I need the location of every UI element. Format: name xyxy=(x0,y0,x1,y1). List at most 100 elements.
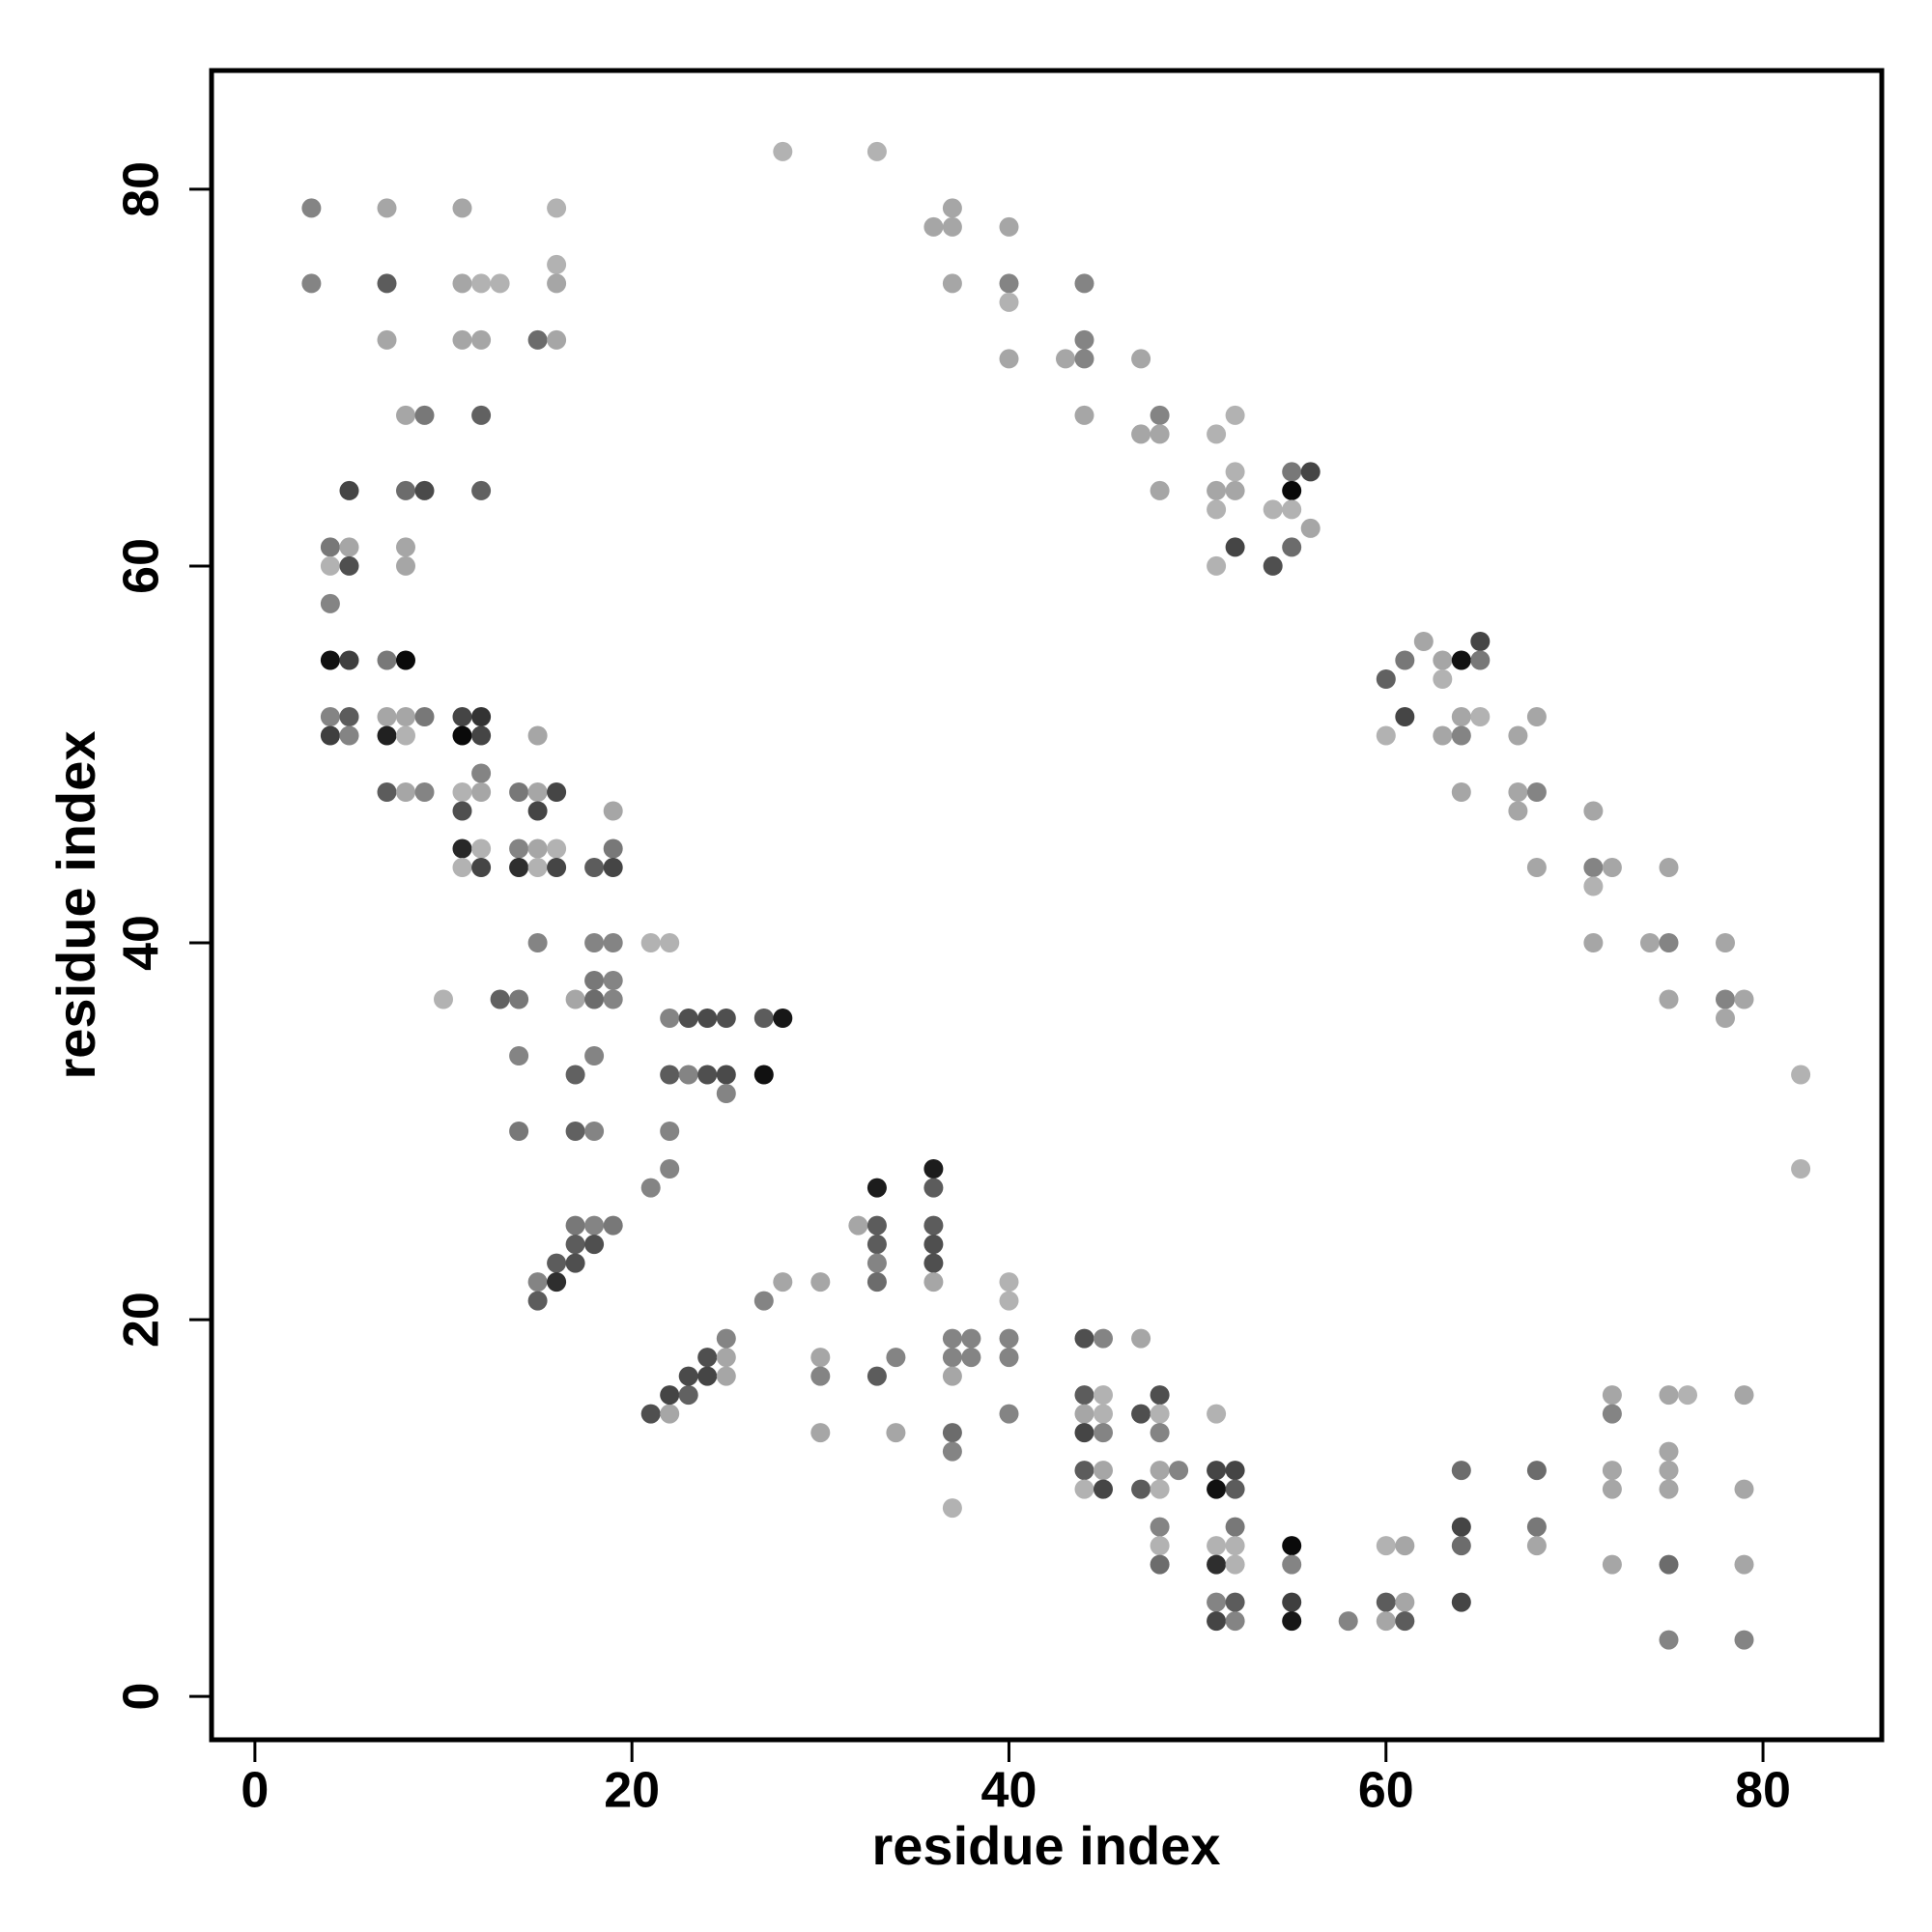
contact-point xyxy=(1413,632,1434,651)
contact-point xyxy=(396,405,415,425)
contact-point xyxy=(396,707,415,726)
contact-point xyxy=(867,1215,887,1236)
contact-point xyxy=(999,1328,1019,1349)
contact-point xyxy=(810,1366,831,1386)
contact-point xyxy=(396,782,415,802)
contact-point xyxy=(1716,989,1735,1009)
contact-point xyxy=(509,858,529,877)
contact-point xyxy=(1282,1536,1302,1556)
contact-point xyxy=(1282,1611,1302,1632)
contact-point xyxy=(377,329,397,350)
contact-point xyxy=(1074,1404,1094,1424)
contact-point xyxy=(414,480,435,500)
contact-point xyxy=(396,537,415,557)
contact-point xyxy=(527,725,548,746)
contact-point xyxy=(509,782,529,802)
contact-point xyxy=(999,292,1019,312)
contact-point xyxy=(1602,1404,1622,1424)
contact-point xyxy=(490,989,510,1009)
contact-point xyxy=(301,273,322,294)
contact-point xyxy=(1225,1536,1245,1556)
contact-point xyxy=(1583,933,1604,952)
contact-point xyxy=(1376,669,1396,689)
contact-point xyxy=(527,782,548,802)
contact-point xyxy=(1131,1328,1151,1349)
contact-point xyxy=(1225,1517,1245,1537)
contact-point xyxy=(547,782,567,802)
contact-point xyxy=(1074,1328,1094,1349)
contact-point xyxy=(923,1235,944,1255)
contact-point xyxy=(434,989,453,1009)
contact-point xyxy=(1282,537,1302,557)
contact-point xyxy=(452,725,472,746)
contact-point xyxy=(1207,1461,1227,1481)
contact-point xyxy=(1526,1517,1547,1537)
contact-point xyxy=(1659,1441,1679,1462)
contact-point xyxy=(1734,1630,1754,1650)
contact-point xyxy=(1395,707,1415,726)
y-tick-label: 60 xyxy=(114,538,170,594)
contact-point xyxy=(339,555,359,576)
contact-point xyxy=(1508,782,1528,802)
contact-point xyxy=(584,971,605,990)
contact-point xyxy=(1451,782,1471,802)
contact-point xyxy=(547,273,567,294)
contact-point xyxy=(414,405,435,425)
contact-point xyxy=(1225,537,1245,557)
contact-point xyxy=(1602,1479,1622,1499)
contact-point xyxy=(660,1009,680,1028)
contact-point xyxy=(1659,1461,1679,1481)
contact-point xyxy=(1150,1423,1170,1443)
contact-point xyxy=(339,725,359,746)
contact-point xyxy=(942,1423,962,1443)
contact-point xyxy=(396,725,415,746)
contact-point xyxy=(1207,499,1227,520)
contact-point xyxy=(1131,1404,1151,1424)
contact-point xyxy=(1433,725,1453,746)
contact-point xyxy=(773,141,793,161)
contact-point xyxy=(471,858,492,877)
contact-point xyxy=(1451,1517,1471,1537)
contact-point xyxy=(1225,480,1245,500)
contact-point xyxy=(999,1404,1019,1424)
contact-point xyxy=(961,1328,981,1349)
contact-point xyxy=(1659,858,1679,877)
contact-point xyxy=(716,1084,736,1103)
contact-point xyxy=(1207,1592,1227,1612)
contact-point xyxy=(1451,725,1471,746)
contact-point xyxy=(1659,1479,1679,1499)
contact-point xyxy=(867,1272,887,1293)
contact-point xyxy=(603,933,623,952)
contact-point xyxy=(942,1348,962,1368)
contact-point xyxy=(603,1215,623,1236)
contact-point xyxy=(1074,1461,1094,1481)
contact-point xyxy=(320,537,340,557)
contact-point xyxy=(1734,989,1754,1009)
contact-point xyxy=(1451,1536,1471,1556)
data-points xyxy=(301,141,1811,1650)
contact-point xyxy=(942,273,962,294)
contact-point xyxy=(471,838,492,859)
contact-point xyxy=(678,1385,698,1406)
contact-point xyxy=(886,1423,906,1443)
contact-point xyxy=(999,1291,1019,1311)
x-tick-label: 20 xyxy=(604,1763,660,1819)
contact-point xyxy=(1282,480,1302,500)
contact-point xyxy=(942,1328,962,1349)
contact-point xyxy=(1150,1479,1170,1499)
contact-point xyxy=(320,555,340,576)
contact-point xyxy=(1526,1461,1547,1481)
contact-point xyxy=(377,782,397,802)
contact-point xyxy=(1602,858,1622,877)
contact-point xyxy=(923,1253,944,1273)
contact-point xyxy=(716,1065,736,1085)
contact-point xyxy=(565,1065,585,1085)
contact-point xyxy=(1150,1385,1170,1406)
contact-point xyxy=(810,1423,831,1443)
contact-point xyxy=(584,933,605,952)
contact-point xyxy=(584,989,605,1009)
contact-point xyxy=(1659,1630,1679,1650)
contact-point xyxy=(509,1046,529,1065)
contact-point xyxy=(923,1272,944,1293)
